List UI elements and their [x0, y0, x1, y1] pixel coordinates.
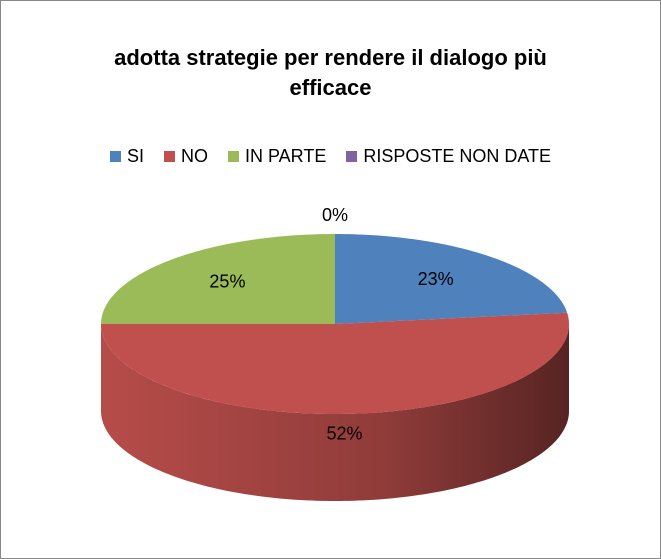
slice-top — [101, 312, 569, 414]
legend-swatch — [109, 151, 121, 162]
legend-item: NO — [163, 146, 208, 167]
data-label: 23% — [418, 269, 454, 289]
slice-top — [335, 234, 568, 324]
legend-item: IN PARTE — [227, 146, 327, 167]
slice — [101, 324, 569, 501]
legend-swatch — [346, 151, 358, 162]
pie-tops — [101, 234, 569, 414]
legend-label: IN PARTE — [244, 146, 327, 166]
legend-swatch — [163, 151, 175, 162]
chart-title: adotta strategie per rendere il dialogo … — [114, 45, 547, 100]
legend-swatch — [227, 151, 239, 162]
slice-side-shade — [101, 324, 569, 501]
data-label: 25% — [209, 271, 245, 291]
data-label: 0% — [322, 205, 348, 225]
legend: SI NO IN PARTE RISPOSTE NON DATE — [1, 146, 660, 167]
slice-top — [101, 234, 335, 324]
legend-label: SI — [126, 146, 144, 166]
data-label: 52% — [327, 423, 363, 443]
legend-item: SI — [109, 146, 144, 167]
legend-item: RISPOSTE NON DATE — [346, 146, 551, 167]
legend-label: NO — [180, 146, 208, 166]
pie-sides — [101, 324, 569, 501]
legend-label: RISPOSTE NON DATE — [363, 146, 552, 166]
